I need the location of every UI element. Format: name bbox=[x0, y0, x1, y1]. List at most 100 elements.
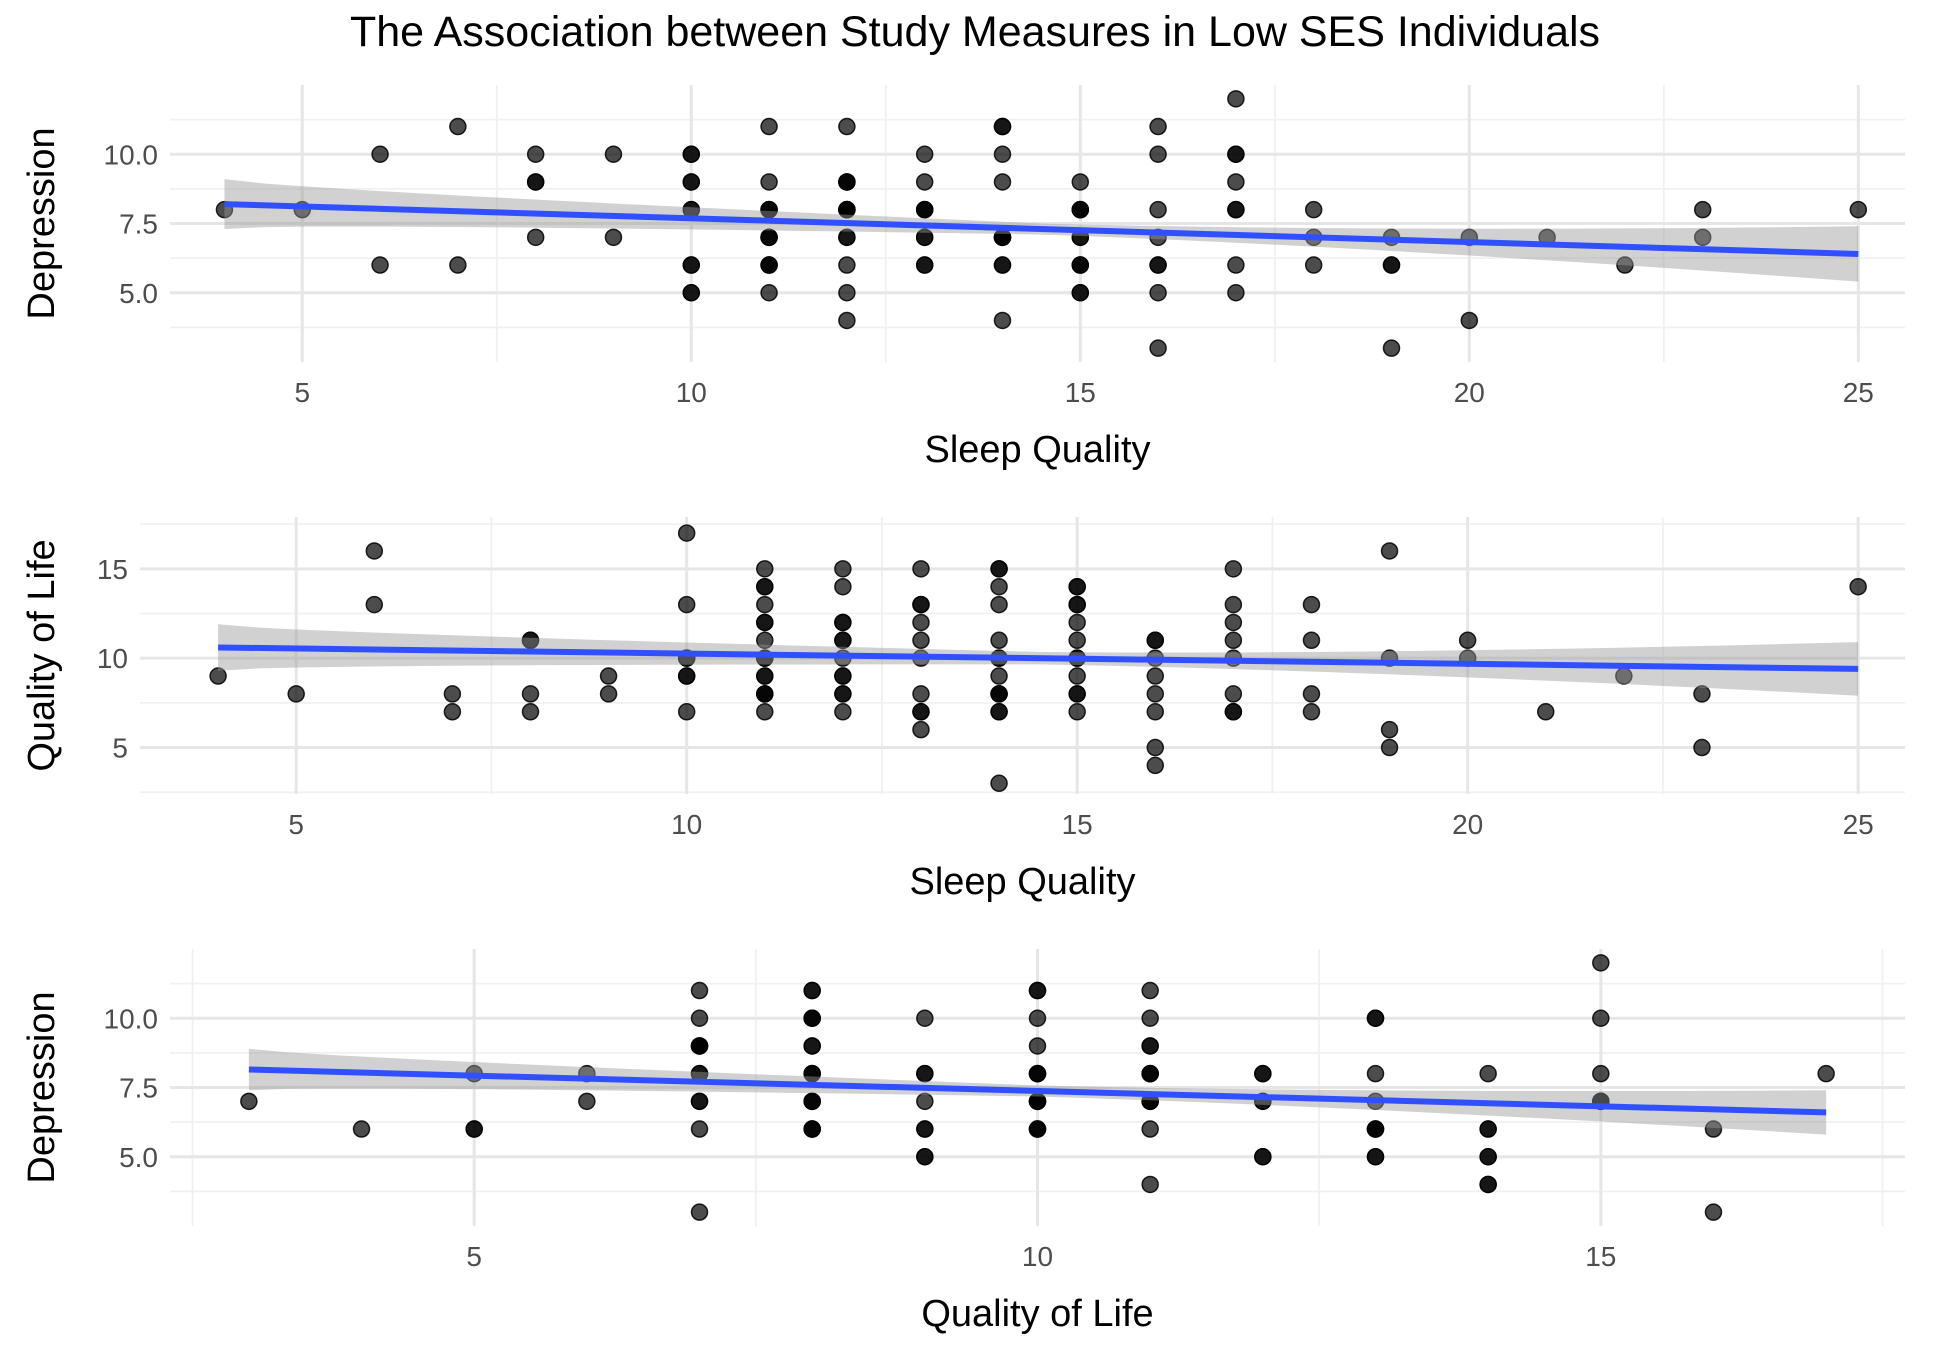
data-point bbox=[1302, 685, 1321, 703]
x-tick-label: 10 bbox=[676, 377, 707, 408]
data-point bbox=[1849, 200, 1868, 219]
data-point bbox=[1380, 720, 1399, 739]
data-point bbox=[1302, 631, 1321, 650]
data-point bbox=[1071, 284, 1090, 302]
data-point bbox=[912, 703, 930, 721]
data-point bbox=[838, 311, 856, 330]
data-point bbox=[1302, 703, 1321, 721]
data-point bbox=[912, 560, 930, 578]
data-point bbox=[682, 284, 701, 302]
data-point bbox=[756, 613, 774, 632]
regression-line bbox=[218, 644, 1859, 672]
data-point bbox=[240, 1092, 258, 1111]
data-point bbox=[1849, 577, 1867, 596]
data-point bbox=[838, 256, 856, 274]
data-point bbox=[1693, 200, 1712, 219]
data-point bbox=[1704, 1203, 1723, 1221]
data-point bbox=[916, 1148, 934, 1166]
data-point bbox=[990, 774, 1008, 793]
data-point bbox=[1141, 1120, 1159, 1138]
data-point bbox=[760, 284, 778, 302]
data-point bbox=[287, 685, 305, 703]
data-point bbox=[690, 1203, 709, 1221]
data-point bbox=[1071, 200, 1090, 219]
x-tick-label: 15 bbox=[1585, 1241, 1616, 1272]
data-point bbox=[1149, 256, 1167, 274]
x-tick-label: 20 bbox=[1452, 809, 1483, 840]
data-point bbox=[1149, 284, 1167, 302]
data-point bbox=[990, 667, 1008, 685]
data-point bbox=[1592, 1064, 1610, 1083]
data-point bbox=[521, 685, 540, 703]
data-point bbox=[1141, 1175, 1159, 1194]
data-point bbox=[756, 595, 774, 614]
data-point bbox=[599, 685, 618, 703]
data-point bbox=[1068, 685, 1086, 703]
y-tick-labels: 5.0 7.5 10.0 bbox=[104, 139, 159, 309]
data-point bbox=[1224, 595, 1243, 614]
data-point bbox=[1817, 1064, 1835, 1083]
data-point bbox=[990, 560, 1008, 578]
data-point bbox=[838, 173, 856, 191]
x-tick-label: 5 bbox=[288, 809, 304, 840]
data-point bbox=[760, 200, 778, 219]
data-point bbox=[526, 228, 545, 247]
data-point bbox=[834, 613, 852, 632]
data-point bbox=[1592, 1009, 1610, 1027]
data-point bbox=[682, 173, 701, 191]
data-point bbox=[756, 560, 774, 578]
data-point bbox=[1141, 1064, 1159, 1083]
data-point bbox=[443, 703, 462, 721]
data-point bbox=[1028, 1120, 1047, 1138]
data-point bbox=[993, 256, 1012, 274]
data-point bbox=[1224, 685, 1243, 703]
data-point bbox=[1254, 1148, 1272, 1166]
data-point bbox=[1460, 311, 1479, 330]
data-point bbox=[1458, 631, 1477, 650]
y-tick-label: 7.5 bbox=[119, 1073, 158, 1104]
data-point bbox=[1304, 256, 1323, 274]
data-point bbox=[1693, 228, 1712, 247]
y-tick-label: 15 bbox=[97, 554, 128, 585]
data-point bbox=[803, 1120, 821, 1138]
x-tick-label: 25 bbox=[1843, 809, 1874, 840]
data-point bbox=[682, 256, 701, 274]
x-axis-title: Quality of Life bbox=[921, 1293, 1153, 1335]
data-point bbox=[912, 595, 930, 614]
data-point bbox=[803, 1092, 821, 1111]
data-point bbox=[838, 117, 856, 136]
data-point bbox=[1068, 613, 1086, 632]
data-point bbox=[578, 1092, 596, 1111]
x-tick-label: 5 bbox=[294, 377, 310, 408]
y-axis-title: Quality of Life bbox=[21, 539, 63, 771]
data-point bbox=[760, 256, 778, 274]
data-point bbox=[1382, 256, 1401, 274]
data-point bbox=[990, 595, 1008, 614]
depression-vs-quality-of-life-panel: 5 10 15 5.0 7.5 10.0 Quality of Life Depression bbox=[21, 949, 1905, 1335]
data-point bbox=[1592, 954, 1610, 972]
data-point bbox=[1479, 1175, 1497, 1194]
data-point bbox=[838, 200, 856, 219]
data-point bbox=[916, 1092, 934, 1111]
data-point bbox=[521, 631, 540, 650]
data-point bbox=[1149, 145, 1167, 163]
data-point bbox=[803, 1009, 821, 1027]
quality-of-life-vs-sleep-quality-panel: 5 10 15 20 25 5 10 15 Sleep Quality Quality of Li… bbox=[21, 517, 1905, 903]
data-point bbox=[1366, 1148, 1385, 1166]
x-tick-labels: 5 10 15 20 25 bbox=[294, 377, 1873, 408]
data-point bbox=[677, 667, 696, 685]
data-point bbox=[449, 117, 467, 136]
data-point bbox=[1028, 1037, 1047, 1055]
data-point bbox=[1146, 738, 1165, 757]
data-point bbox=[1141, 1009, 1159, 1027]
data-point bbox=[1068, 631, 1086, 650]
data-point bbox=[990, 685, 1008, 703]
data-point bbox=[756, 703, 774, 721]
data-point bbox=[1068, 703, 1086, 721]
data-point bbox=[1149, 117, 1167, 136]
data-point bbox=[682, 145, 701, 163]
gridlines bbox=[170, 949, 1905, 1226]
data-point bbox=[834, 631, 852, 650]
y-tick-label: 5 bbox=[112, 733, 128, 764]
data-point bbox=[449, 256, 467, 274]
